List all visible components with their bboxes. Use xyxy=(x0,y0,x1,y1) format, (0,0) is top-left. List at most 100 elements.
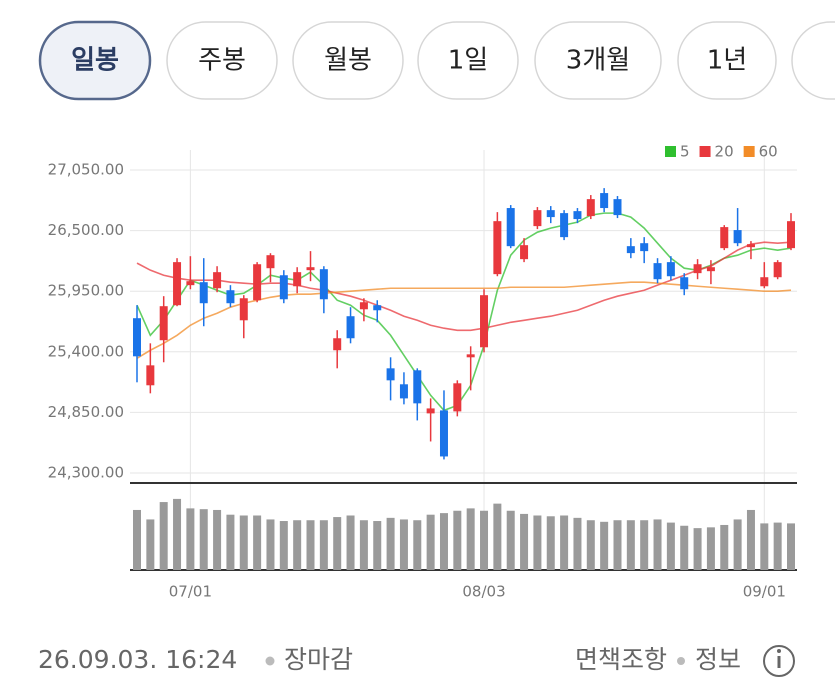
volume-bar xyxy=(653,519,662,570)
candle-body xyxy=(133,318,141,357)
candle-body xyxy=(640,243,649,252)
tab-pill[interactable] xyxy=(677,21,777,100)
volume-bar xyxy=(293,520,302,570)
tab-pill[interactable] xyxy=(534,21,662,100)
candle-body xyxy=(226,290,235,304)
candle-body xyxy=(626,246,635,254)
candle-body xyxy=(533,210,542,227)
tab-pill[interactable] xyxy=(292,21,404,100)
moving-average-line xyxy=(136,241,792,332)
legend-label: 60 xyxy=(759,143,778,161)
candle-body xyxy=(439,410,448,457)
candle-body xyxy=(546,210,555,218)
tab-label[interactable]: 월봉 xyxy=(324,46,372,76)
tab-pill[interactable] xyxy=(166,21,278,100)
chart: 24,300.00 24,850.00 25,400.00 25,950.00 26,5… xyxy=(48,143,797,601)
x-tick-label: 07/01 xyxy=(169,583,212,601)
volume-bar xyxy=(746,509,755,570)
candle-body xyxy=(746,244,755,248)
tab-label[interactable]: 1일 xyxy=(448,46,488,76)
candle-body xyxy=(666,262,675,277)
volume-bar xyxy=(666,522,675,570)
volume-bar xyxy=(333,517,342,570)
moving-average-line xyxy=(136,281,792,359)
tab[interactable]: 주봉 xyxy=(166,21,278,100)
timestamp: 26.09.03. 16:24 xyxy=(38,645,237,674)
tab-label[interactable]: 1년 xyxy=(707,46,747,76)
volume-bar xyxy=(720,524,729,570)
y-tick-label: 25,400.00 xyxy=(48,342,124,360)
candle-body xyxy=(266,255,275,269)
candle-body xyxy=(279,275,288,300)
candle-body xyxy=(680,277,689,290)
candle-body xyxy=(159,306,168,341)
candle-body xyxy=(506,208,515,247)
tab[interactable]: 일봉 xyxy=(38,20,152,101)
info-icon[interactable] xyxy=(763,645,795,677)
candle-body xyxy=(413,370,422,404)
y-tick-label: 25,950.00 xyxy=(48,282,124,300)
candle-body xyxy=(453,383,462,412)
volume-bar xyxy=(213,509,222,570)
info-link[interactable]: 정보 xyxy=(695,645,741,674)
volume-bar xyxy=(546,516,555,570)
tab[interactable]: 3 xyxy=(791,21,835,100)
volume-bar xyxy=(346,515,355,570)
volume-bar xyxy=(226,514,235,570)
volume-bar xyxy=(613,520,622,570)
disclaimer-link[interactable]: 면책조항 xyxy=(575,645,667,674)
candle-body xyxy=(399,384,408,399)
volume-bar xyxy=(306,520,315,570)
volume-bar xyxy=(600,521,609,570)
tab-pill[interactable] xyxy=(791,21,835,100)
candle-body xyxy=(760,277,769,287)
candle-body xyxy=(560,213,569,238)
footer: 26.09.03. 16:24 장마감 면책조항 정보 xyxy=(38,645,795,677)
x-tick-label: 08/03 xyxy=(462,583,505,601)
y-tick-label: 27,050.00 xyxy=(48,161,124,179)
x-tick-label: 09/01 xyxy=(743,583,786,601)
candle-body xyxy=(653,263,662,280)
legend-swatch xyxy=(743,146,755,157)
volume-bar xyxy=(680,525,689,570)
tab[interactable]: 월봉 xyxy=(292,21,404,100)
tab[interactable]: 3개월 xyxy=(534,21,662,100)
volume-bar xyxy=(586,520,595,570)
candle-body xyxy=(253,264,262,301)
candle-body xyxy=(213,272,222,289)
candle-body xyxy=(787,221,795,249)
tab-label[interactable]: 일봉 xyxy=(71,46,119,76)
candle-body xyxy=(773,262,782,278)
volume-bar xyxy=(239,515,248,570)
volume-bar xyxy=(146,519,155,570)
volume-bar xyxy=(466,508,475,570)
separator-dot xyxy=(265,656,275,666)
legend-label: 5 xyxy=(680,143,690,161)
volume-bar xyxy=(453,510,462,570)
candle-body xyxy=(333,338,342,351)
volume-bar xyxy=(253,515,262,570)
tab-pill[interactable] xyxy=(38,20,152,101)
tab-bar: 일봉 주봉 월봉 1일 3개월 1년 3 xyxy=(38,20,835,101)
volume-bar xyxy=(493,503,502,570)
info-icon-stem xyxy=(777,656,781,668)
tab-label[interactable]: 주봉 xyxy=(198,46,246,76)
candle-body xyxy=(426,408,435,414)
separator-dot xyxy=(677,657,685,665)
volume-bar xyxy=(439,513,448,570)
legend-swatch xyxy=(699,146,711,157)
candle-body xyxy=(520,245,529,260)
volume-bar xyxy=(760,523,769,570)
candle-body xyxy=(466,354,475,358)
candle-body xyxy=(613,199,622,216)
candle-body xyxy=(480,295,489,348)
volume-bar xyxy=(199,509,208,570)
tab-label[interactable]: 3개월 xyxy=(566,46,630,76)
volume-bar xyxy=(787,523,795,570)
market-status: 장마감 xyxy=(284,645,353,674)
tab-pill[interactable] xyxy=(417,21,519,100)
tab[interactable]: 1일 xyxy=(417,21,519,100)
legend-label: 20 xyxy=(715,143,734,161)
y-tick-label: 24,850.00 xyxy=(48,403,124,421)
tab[interactable]: 1년 xyxy=(677,21,777,100)
